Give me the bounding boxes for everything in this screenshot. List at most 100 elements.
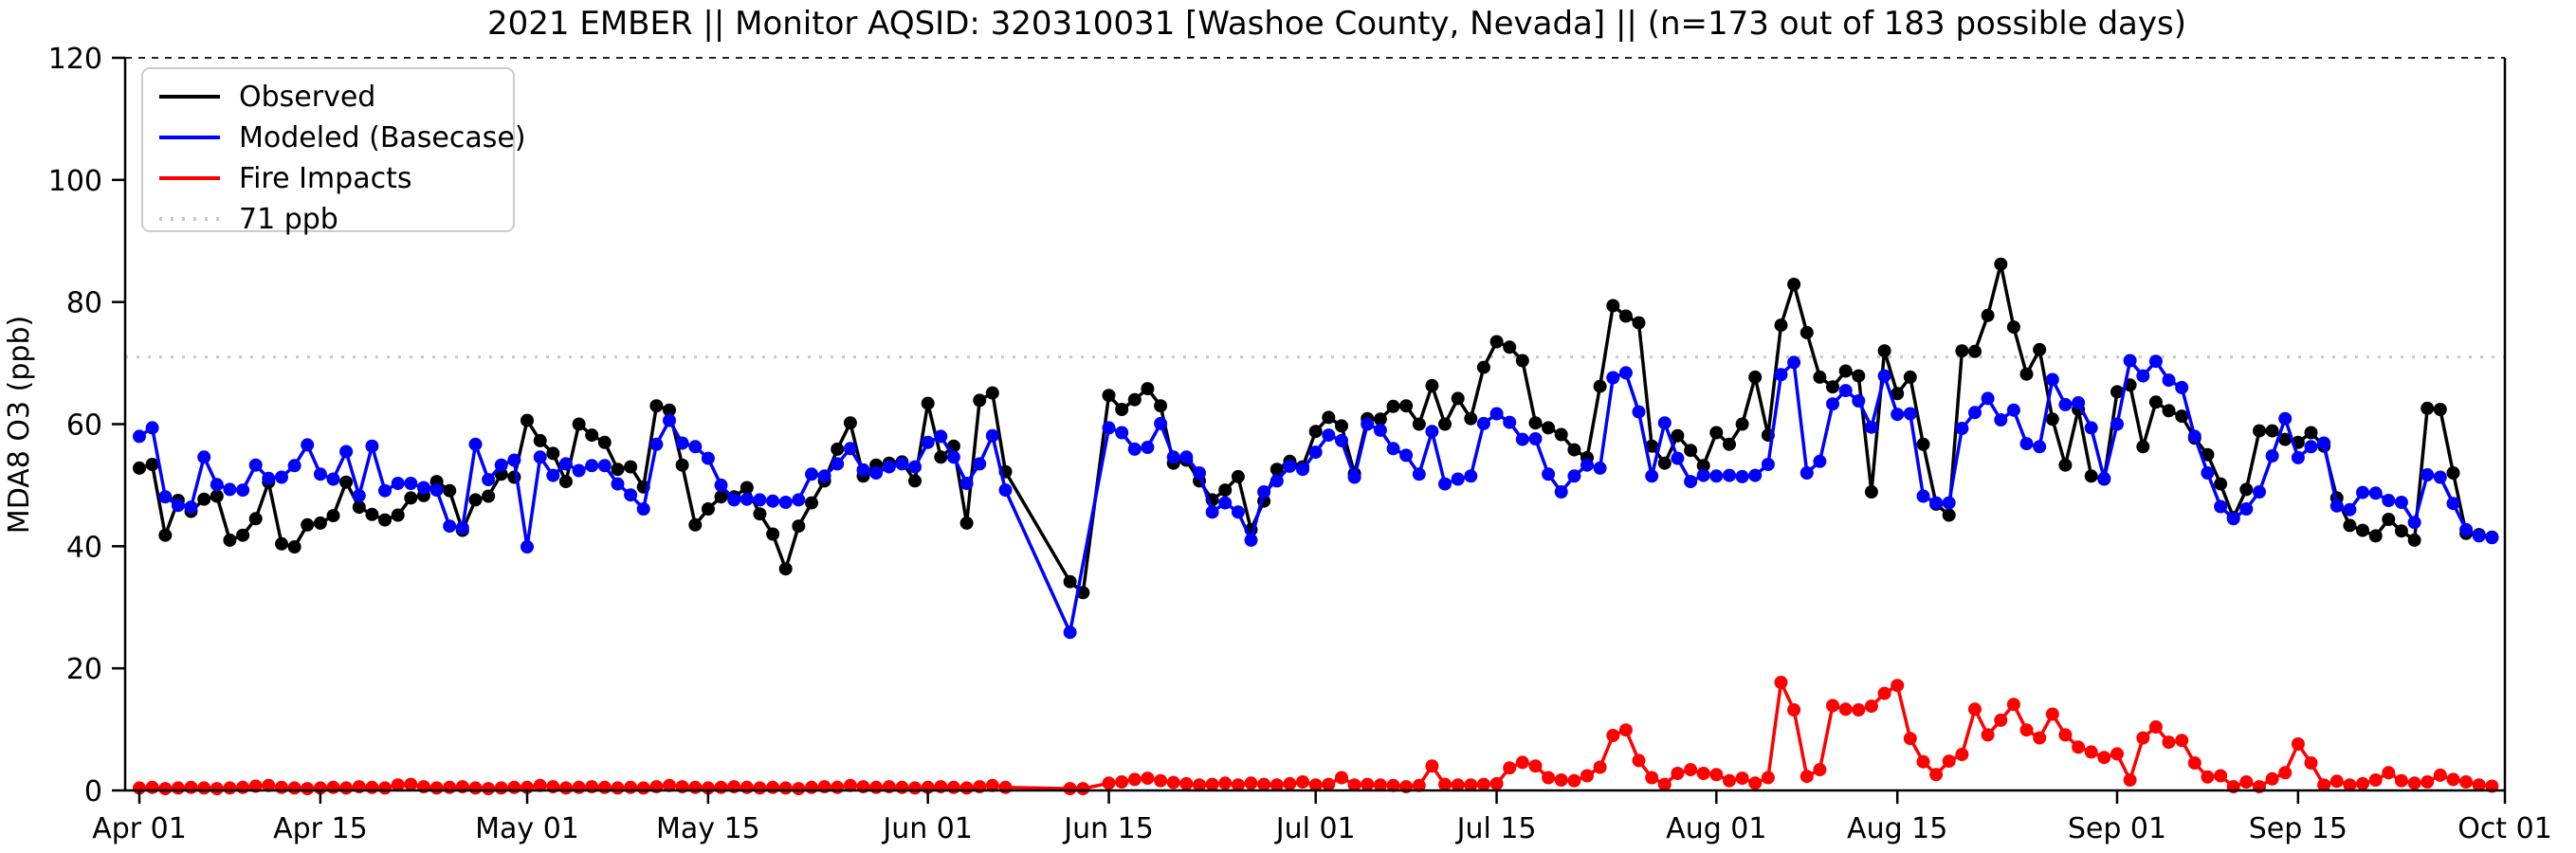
fire-impacts-marker <box>2006 698 2020 712</box>
modeled-basecase-marker <box>1166 450 1180 464</box>
modeled-basecase-marker <box>1981 391 1995 406</box>
modeled-basecase-marker <box>869 466 884 480</box>
modeled-basecase-marker <box>1154 416 1168 430</box>
fire-impacts-marker <box>1696 767 1710 780</box>
observed-marker <box>248 512 263 526</box>
observed-marker <box>2368 529 2383 543</box>
observed-marker <box>1412 417 1426 431</box>
observed-marker <box>572 417 586 431</box>
modeled-basecase-marker <box>2084 421 2098 435</box>
modeled-basecase-marker <box>2343 502 2357 517</box>
observed-marker <box>1567 443 1581 457</box>
x-tick-label: Sep 15 <box>2249 812 2348 845</box>
observed-marker <box>197 492 211 506</box>
fire-impacts-marker <box>1580 769 1594 783</box>
observed-marker <box>1723 437 1736 451</box>
fire-impacts-marker <box>805 780 818 794</box>
fire-impacts-marker <box>1916 754 1930 769</box>
modeled-basecase-marker <box>2278 411 2293 426</box>
observed-marker <box>210 489 224 503</box>
modeled-basecase-marker <box>701 451 715 465</box>
observed-marker <box>2407 533 2421 547</box>
observed-marker <box>2136 440 2150 454</box>
fire-impacts-marker <box>1955 748 1969 761</box>
modeled-basecase-marker <box>210 478 224 492</box>
modeled-basecase-marker <box>753 493 767 507</box>
modeled-basecase-marker <box>856 463 870 477</box>
observed-marker <box>585 428 599 443</box>
fire-impacts-marker <box>1774 676 1788 689</box>
modeled-basecase-marker <box>714 478 728 492</box>
fire-impacts-marker <box>1386 778 1400 792</box>
axes-group: 0 20 40 60 80 100 120 Apr 01 Apr 15 May 01 May 15 J… <box>48 43 2552 845</box>
modeled-basecase-marker <box>546 468 560 482</box>
fire-impacts-marker <box>869 780 884 794</box>
modeled-basecase-marker <box>1916 489 1930 503</box>
fire-impacts-marker <box>2187 756 2201 770</box>
modeled-basecase-marker <box>766 494 780 508</box>
modeled-basecase-marker <box>1464 469 1478 483</box>
modeled-basecase-marker <box>2162 373 2176 388</box>
modeled-basecase-marker <box>882 460 896 474</box>
fire-impacts-marker <box>2278 766 2293 780</box>
modeled-basecase-marker <box>404 477 418 490</box>
fire-impacts-marker <box>1864 699 1878 714</box>
fire-impacts-marker <box>1503 761 1517 775</box>
modeled-basecase-marker <box>1709 469 1724 483</box>
modeled-basecase-marker <box>1684 475 1698 489</box>
fire-impacts-marker <box>1347 778 1361 792</box>
fire-impacts-marker <box>210 782 224 796</box>
observed-marker <box>2446 466 2460 480</box>
legend-label-fire-impacts: Fire Impacts <box>239 162 411 195</box>
modeled-basecase-marker <box>1141 441 1155 454</box>
modeled-basecase-marker <box>740 492 754 506</box>
fire-impacts-marker <box>1102 776 1116 790</box>
fire-impacts-marker <box>482 782 496 796</box>
fire-impacts-marker <box>1826 699 1839 713</box>
modeled-basecase-marker <box>934 429 948 444</box>
modeled-basecase-marker <box>339 445 354 459</box>
y-tick-label: 20 <box>66 653 102 686</box>
modeled-basecase-marker <box>133 429 146 444</box>
observed-marker <box>1231 469 1245 483</box>
modeled-basecase-marker <box>521 540 534 554</box>
modeled-basecase-marker <box>1399 448 1414 463</box>
observed-marker <box>805 496 818 510</box>
fire-impacts-marker <box>1270 778 1284 792</box>
fire-impacts-marker <box>2072 740 2086 754</box>
modeled-basecase-marker <box>1322 428 1336 443</box>
fire-impacts-marker <box>1981 728 1995 742</box>
modeled-basecase-marker <box>973 457 987 471</box>
fire-impacts-marker <box>533 778 547 792</box>
fire-impacts-marker <box>688 780 703 794</box>
fire-impacts-marker <box>2394 773 2408 788</box>
observed-marker <box>1891 387 1905 401</box>
modeled-basecase-marker <box>2187 429 2201 444</box>
fire-impacts-marker <box>1115 775 1129 789</box>
fire-impacts-marker <box>740 780 754 794</box>
modeled-basecase-marker <box>2033 440 2047 454</box>
fire-impacts-marker <box>843 778 857 792</box>
fire-impacts-marker <box>2304 756 2318 770</box>
observed-marker <box>831 442 845 456</box>
modeled-basecase-marker <box>2201 466 2215 480</box>
observed-marker <box>597 435 612 449</box>
legend-item-modeled-basecase: Modeled (Basecase) <box>159 121 526 154</box>
modeled-basecase-marker <box>1257 485 1271 499</box>
observed-marker <box>934 450 948 464</box>
fire-impacts-marker <box>301 782 315 796</box>
fire-impacts-marker <box>1476 777 1490 791</box>
modeled-basecase-marker <box>2421 468 2435 481</box>
fire-impacts-marker <box>1141 771 1155 786</box>
fire-impacts-marker <box>145 780 159 794</box>
series-group <box>133 257 2499 796</box>
modeled-basecase-marker <box>1826 397 1839 411</box>
y-tick-label: 60 <box>66 409 102 443</box>
observed-marker <box>533 433 547 447</box>
fire-impacts-marker <box>2019 723 2034 737</box>
modeled-basecase-marker <box>443 519 457 534</box>
observed-marker <box>985 386 999 400</box>
modeled-basecase-marker <box>1838 384 1853 398</box>
observed-marker <box>2033 342 2047 356</box>
fire-impacts-marker <box>1127 772 1142 787</box>
